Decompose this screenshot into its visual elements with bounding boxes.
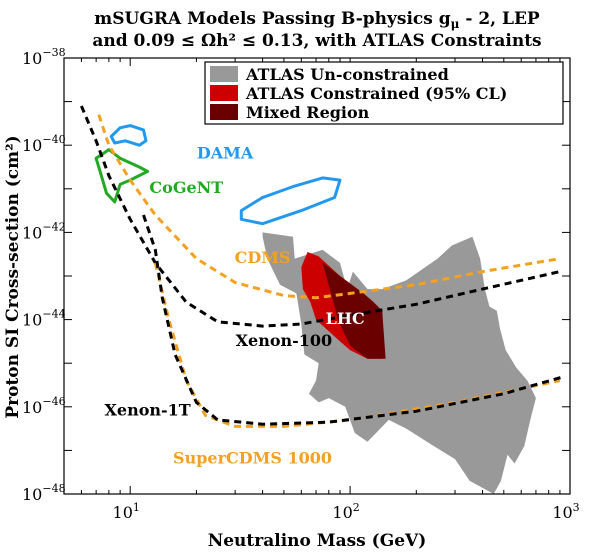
y-tick-label: 10−42 [22, 220, 66, 242]
annotation-dama: DAMA [197, 143, 254, 162]
region-mixed-region [322, 262, 386, 359]
plot-area: DAMA CoGeNT CDMS LHC Xenon-100 Xenon-1T SuperC… [80, 105, 566, 494]
series-xenon-100 [80, 105, 561, 328]
chart-title-line-1-rest: - 2, LEP [459, 9, 539, 29]
x-axis-label: Neutralino Mass (GeV) [208, 531, 427, 551]
x-tick-label: 103 [552, 501, 579, 522]
chart-title-line-2: and 0.09 ≤ Ωh² ≤ 0.13, with ATLAS Constr… [92, 31, 541, 51]
series-cdms [97, 114, 561, 300]
series-dama-lower [239, 176, 342, 226]
y-axis-label: Proton SI Cross-section (cm²) [3, 135, 23, 418]
legend-label-constrained: ATLAS Constrained (95% CL) [245, 84, 507, 103]
legend: ATLAS Un-constrained ATLAS Constrained (… [204, 61, 564, 125]
chart-title-line-1: mSUGRA Models Passing B-physics gμ - 2, … [94, 9, 540, 31]
series-dama-upper [109, 124, 148, 147]
series-supercdms-1000 [153, 262, 561, 428]
annotation-xenon-100: Xenon-100 [236, 331, 333, 350]
chart-title-subscript: μ [451, 17, 460, 31]
y-tick-label: 10−44 [22, 308, 66, 330]
y-tick-label: 10−38 [22, 46, 66, 68]
annotation-xenon-1t: Xenon-1T [104, 401, 190, 420]
chart-title-line-1-text: mSUGRA Models Passing B-physics g [94, 9, 450, 29]
legend-box [204, 61, 564, 125]
axes: 101 102 103 10−38 10−40 10−42 10−44 10−46 10−48 [22, 46, 580, 522]
legend-label-mixed: Mixed Region [246, 103, 370, 122]
annotation-cogent: CoGeNT [149, 178, 223, 197]
x-tick-label: 101 [113, 501, 140, 522]
y-tick-label: 10−48 [22, 482, 66, 504]
legend-label-unconstrained: ATLAS Un-constrained [245, 65, 449, 84]
x-tick-label: 102 [332, 501, 359, 522]
legend-swatch-mixed [210, 104, 238, 120]
annotation-cdms: CDMS [235, 248, 291, 267]
plot-content: DAMA CoGeNT CDMS LHC Xenon-100 Xenon-1T SuperC… [80, 105, 566, 494]
annotation-supercdms-1000: SuperCDMS 1000 [173, 449, 332, 468]
annotation-lhc: LHC [326, 309, 365, 328]
legend-swatch-constrained [210, 85, 238, 101]
legend-swatch-unconstrained [210, 66, 238, 82]
y-tick-label: 10−46 [22, 395, 66, 417]
y-tick-label: 10−40 [22, 133, 66, 155]
